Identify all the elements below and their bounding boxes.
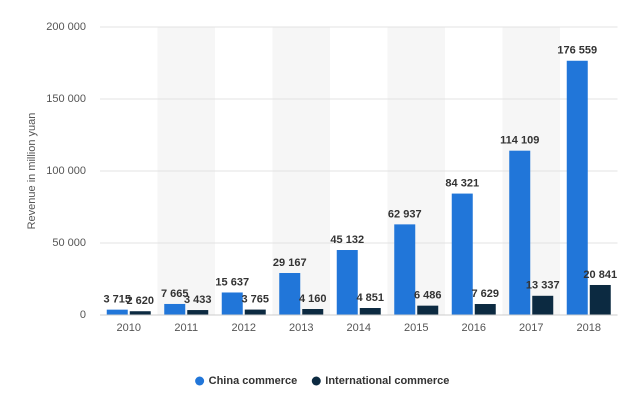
- y-tick-label: 50 000: [52, 237, 86, 249]
- legend-label: China commerce: [209, 375, 298, 387]
- value-label: 15 637: [215, 276, 249, 288]
- legend-label: International commerce: [325, 375, 449, 387]
- value-label: 3 765: [241, 293, 269, 305]
- legend: China commerce International commerce: [195, 375, 449, 387]
- value-label: 2 620: [126, 295, 154, 307]
- x-tick-label: 2016: [462, 322, 486, 334]
- bar: [566, 60, 588, 316]
- bar: [417, 305, 439, 315]
- value-label: 7 629: [471, 288, 499, 300]
- bar: [474, 304, 496, 315]
- bar: [394, 224, 416, 315]
- legend-marker: [195, 376, 205, 386]
- bar: [336, 250, 358, 315]
- y-tick-label: 200 000: [46, 21, 86, 33]
- bar: [302, 309, 324, 315]
- x-tick-label: 2010: [117, 322, 141, 334]
- bar: [451, 193, 473, 315]
- bar: [359, 308, 381, 315]
- x-tick-label: 2018: [577, 322, 601, 334]
- value-label: 29 167: [273, 257, 307, 269]
- y-tick-label: 100 000: [46, 165, 86, 177]
- value-label: 3 433: [184, 294, 212, 306]
- x-tick-label: 2011: [174, 322, 198, 334]
- bar: [187, 310, 209, 315]
- bar: [509, 150, 531, 315]
- value-label: 20 841: [583, 269, 617, 281]
- bar: [279, 272, 301, 315]
- value-label: 4 160: [299, 293, 327, 305]
- value-label: 84 321: [445, 177, 479, 189]
- x-tick-label: 2017: [519, 322, 543, 334]
- y-axis-label: Revenue in million yuan: [26, 113, 38, 230]
- value-label: 176 559: [557, 45, 597, 57]
- value-label: 13 337: [526, 280, 560, 292]
- y-tick-label: 0: [80, 309, 86, 321]
- value-label: 62 937: [388, 208, 422, 220]
- bar: [164, 303, 186, 315]
- value-label: 114 109: [500, 135, 539, 147]
- bar: [244, 309, 266, 315]
- value-label: 6 486: [414, 290, 442, 302]
- value-label: 45 132: [330, 234, 364, 246]
- value-label: 4 851: [356, 292, 384, 304]
- x-tick-label: 2015: [404, 322, 428, 334]
- bar: [589, 284, 611, 315]
- value-label: 7 665: [161, 288, 189, 300]
- legend-marker: [311, 376, 321, 386]
- x-tick-label: 2012: [232, 322, 256, 334]
- value-label: 3 715: [103, 294, 131, 306]
- bar: [106, 309, 128, 315]
- bar: [532, 295, 554, 315]
- bar: [129, 311, 151, 315]
- x-tick-label: 2014: [347, 322, 371, 334]
- bar: [221, 292, 243, 315]
- y-tick-label: 150 000: [46, 93, 86, 105]
- x-tick-label: 2013: [289, 322, 313, 334]
